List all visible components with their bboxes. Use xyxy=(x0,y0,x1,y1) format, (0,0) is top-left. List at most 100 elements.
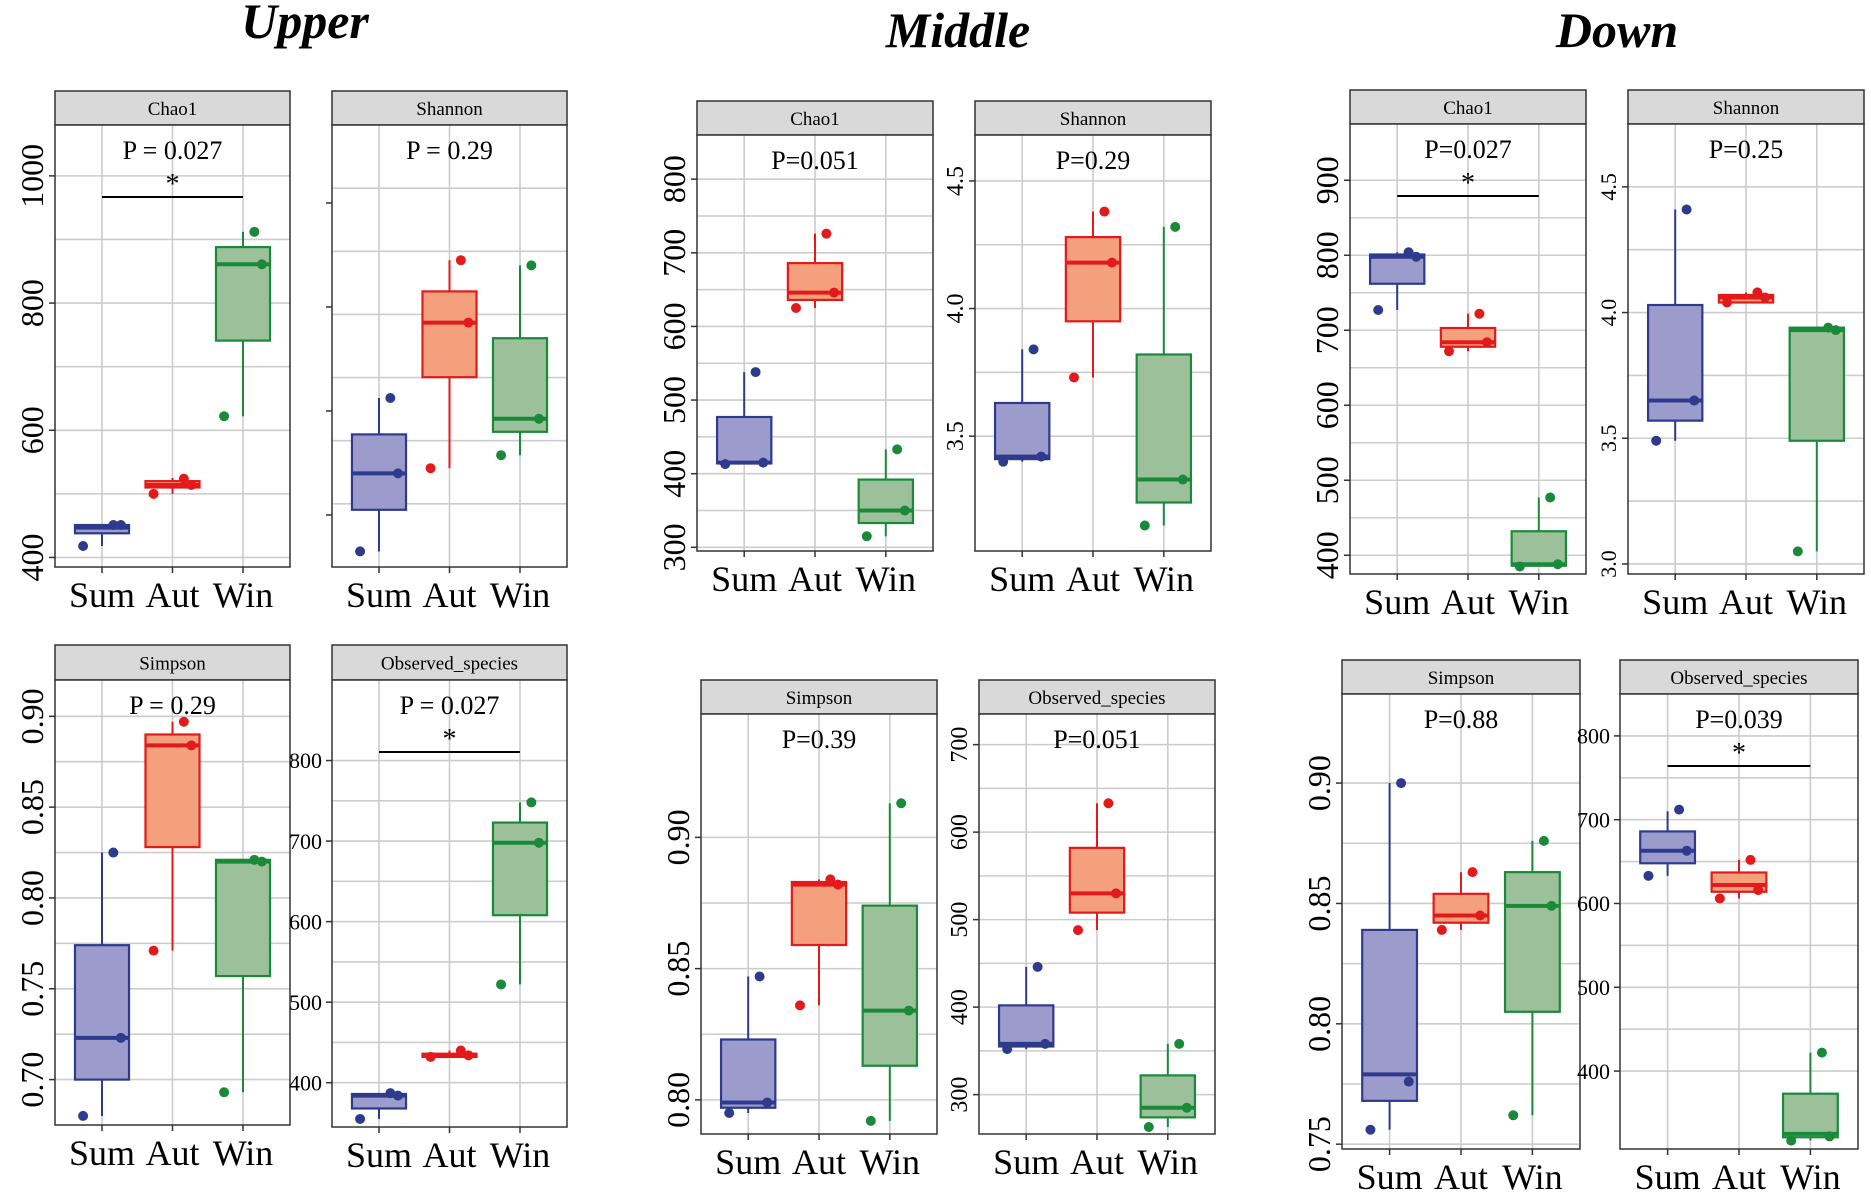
facet-title: Simpson xyxy=(1428,668,1495,689)
y-tick-label: 900 xyxy=(1309,156,1345,204)
y-tick-label: 400 xyxy=(656,450,692,498)
box-iqr xyxy=(993,401,1051,461)
box-win xyxy=(491,260,549,461)
p-value-label: P=0.051 xyxy=(771,146,859,175)
data-point xyxy=(1786,1135,1797,1146)
data-point xyxy=(1753,885,1764,896)
box-iqr xyxy=(1781,1092,1839,1139)
data-point xyxy=(355,1113,366,1124)
box-aut xyxy=(790,874,848,1011)
y-tick-label: 0.70 xyxy=(14,1052,50,1108)
y-tick-label: 4.0 xyxy=(1596,299,1621,327)
x-tick-label: Win xyxy=(1138,1142,1199,1182)
panel-down-observed-species: Observed_species P=0.039 * 400 500 600 700 800 S… xyxy=(1577,659,1859,1195)
significance-star: * xyxy=(166,169,180,200)
data-point xyxy=(463,1050,474,1061)
significance-star: * xyxy=(1732,738,1746,769)
y-tick-label: 700 xyxy=(1577,807,1610,832)
y-tick-label: 700 xyxy=(1309,306,1345,354)
data-point xyxy=(1759,292,1770,303)
panel-down-chao1: Chao1 P=0.027 * 400 500 600 700 800 900 Sum Aut Win xyxy=(1309,89,1587,622)
box-iqr xyxy=(73,944,131,1081)
y-tick-label: 800 xyxy=(289,748,322,773)
box-sum xyxy=(1646,204,1704,446)
data-point xyxy=(355,546,366,557)
y-tick-label: 0.75 xyxy=(1301,1116,1337,1172)
x-tick-label: Win xyxy=(1780,1157,1841,1195)
x-tick-label: Sum xyxy=(1357,1157,1423,1195)
box-aut xyxy=(786,228,844,314)
data-point xyxy=(821,228,832,239)
box-aut xyxy=(144,716,201,956)
box-sum xyxy=(350,393,408,557)
box-sum xyxy=(73,520,131,552)
box-iqr xyxy=(491,821,549,917)
data-point xyxy=(1143,1122,1154,1132)
data-point xyxy=(1110,888,1121,899)
box-iqr xyxy=(861,904,919,1067)
panel-upper-simpson: Simpson P = 0.29 0.70 0.75 0.80 0.85 0.90 Sum Au… xyxy=(14,644,291,1173)
facet-title: Simpson xyxy=(786,688,853,709)
data-point xyxy=(998,456,1009,467)
p-value-label: P = 0.027 xyxy=(123,136,223,165)
x-tick-label: Aut xyxy=(146,1133,200,1173)
data-point xyxy=(1552,559,1563,570)
panel-down-simpson: Simpson P=0.88 0.75 0.80 0.85 0.90 Sum Aut Win xyxy=(1301,659,1581,1195)
y-tick-label: 700 xyxy=(947,727,973,763)
data-point xyxy=(1106,257,1117,268)
panel-upper-shannon: Shannon P = 0.29 Sum Aut Win xyxy=(326,90,568,615)
facet-strip xyxy=(1627,89,1865,125)
facet-strip xyxy=(54,90,291,126)
data-point xyxy=(1689,395,1700,406)
panel-middle-observed-species: Observed_species P=0.051 300 400 500 600 700 Su… xyxy=(947,679,1216,1182)
data-point xyxy=(108,847,119,858)
y-tick-label: 0.80 xyxy=(14,870,50,926)
x-tick-label: Aut xyxy=(1434,1157,1488,1195)
box-aut xyxy=(421,255,478,474)
data-point xyxy=(1069,372,1080,383)
data-point xyxy=(1681,204,1692,215)
x-tick-label: Sum xyxy=(715,1142,781,1182)
data-point xyxy=(533,837,544,848)
x-tick-label: Sum xyxy=(1635,1157,1701,1195)
x-tick-label: Aut xyxy=(1066,559,1120,599)
x-tick-label: Win xyxy=(856,559,917,599)
data-point xyxy=(1040,1038,1051,1049)
data-point xyxy=(1002,1044,1013,1055)
box-win xyxy=(214,854,272,1098)
x-tick-label: Aut xyxy=(146,575,200,615)
data-point xyxy=(1170,221,1181,232)
data-point xyxy=(1714,893,1725,904)
data-point xyxy=(865,1115,876,1126)
data-point xyxy=(115,1032,126,1043)
box-aut xyxy=(1068,798,1126,936)
data-point xyxy=(108,520,119,531)
y-tick-label: 600 xyxy=(14,406,50,454)
x-tick-label: Win xyxy=(1134,559,1195,599)
box-iqr xyxy=(1503,871,1561,1013)
p-value-label: P=0.25 xyxy=(1709,135,1784,164)
y-tick-label: 400 xyxy=(1309,531,1345,579)
data-point xyxy=(720,459,731,470)
panel-upper-chao1: Chao1 P = 0.027 * 400 600 800 1000 Sum Aut Win xyxy=(14,90,291,615)
box-sum xyxy=(1368,247,1426,315)
facet-title: Observed_species xyxy=(1670,668,1807,689)
facet-title: Observed_species xyxy=(1028,688,1165,709)
box-sum xyxy=(993,344,1051,467)
data-point xyxy=(1396,778,1407,789)
data-point xyxy=(256,259,267,270)
x-tick-label: Win xyxy=(860,1142,921,1182)
box-iqr xyxy=(421,290,478,379)
y-tick-label: 3.5 xyxy=(943,421,969,451)
y-tick-label: 600 xyxy=(1309,381,1345,429)
data-point xyxy=(256,856,267,867)
data-point xyxy=(1444,346,1455,357)
box-win xyxy=(861,798,919,1126)
box-iqr xyxy=(1064,235,1122,323)
data-point xyxy=(754,971,765,982)
data-point xyxy=(526,260,537,271)
panel-down-shannon: Shannon P=0.25 3.0 3.5 4.0 4.5 Sum Aut Win xyxy=(1596,89,1865,622)
box-sum xyxy=(719,971,777,1118)
panel-middle-simpson: Simpson P=0.39 0.80 0.85 0.90 Sum Aut Win xyxy=(660,679,938,1182)
y-tick-label: 700 xyxy=(289,829,322,854)
